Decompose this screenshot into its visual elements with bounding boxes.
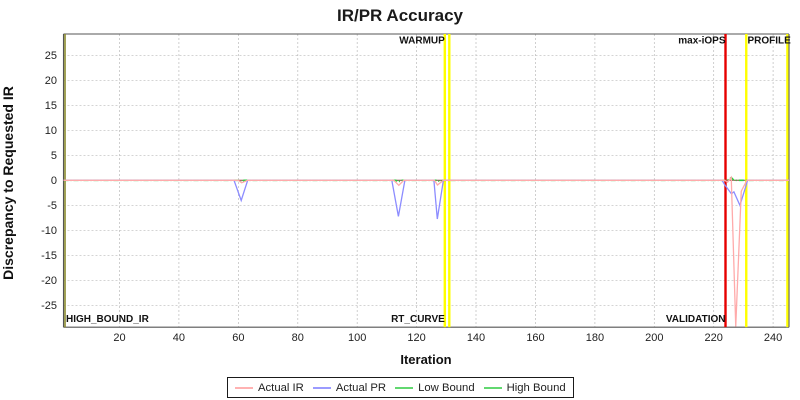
svg-text:5: 5 <box>51 150 57 162</box>
svg-text:20: 20 <box>113 332 125 344</box>
svg-text:180: 180 <box>586 332 604 344</box>
svg-text:-10: -10 <box>41 225 57 237</box>
svg-text:WARMUP: WARMUP <box>399 36 445 47</box>
svg-text:220: 220 <box>705 332 723 344</box>
svg-text:60: 60 <box>232 332 244 344</box>
svg-text:Iteration: Iteration <box>400 352 451 367</box>
svg-text:-15: -15 <box>41 250 57 262</box>
svg-text:-25: -25 <box>41 300 57 312</box>
svg-text:0: 0 <box>51 175 57 187</box>
svg-text:240: 240 <box>764 332 782 344</box>
svg-text:-20: -20 <box>41 275 57 287</box>
svg-text:10: 10 <box>45 125 57 137</box>
svg-text:RT_CURVE: RT_CURVE <box>391 314 445 325</box>
svg-text:-5: -5 <box>47 200 57 212</box>
svg-text:HIGH_BOUND_IR: HIGH_BOUND_IR <box>66 314 150 325</box>
svg-text:160: 160 <box>526 332 544 344</box>
svg-text:20: 20 <box>45 75 57 87</box>
svg-text:140: 140 <box>467 332 485 344</box>
svg-text:80: 80 <box>292 332 304 344</box>
svg-text:25: 25 <box>45 50 57 62</box>
svg-text:40: 40 <box>173 332 185 344</box>
svg-text:100: 100 <box>348 332 366 344</box>
svg-text:max-iOPS: max-iOPS <box>678 36 726 47</box>
svg-text:15: 15 <box>45 100 57 112</box>
svg-text:200: 200 <box>645 332 663 344</box>
svg-text:PROFILE: PROFILE <box>748 36 792 47</box>
svg-text:Discrepancy to Requested IR: Discrepancy to Requested IR <box>0 86 16 280</box>
svg-text:VALIDATION: VALIDATION <box>666 314 726 325</box>
svg-text:120: 120 <box>407 332 425 344</box>
